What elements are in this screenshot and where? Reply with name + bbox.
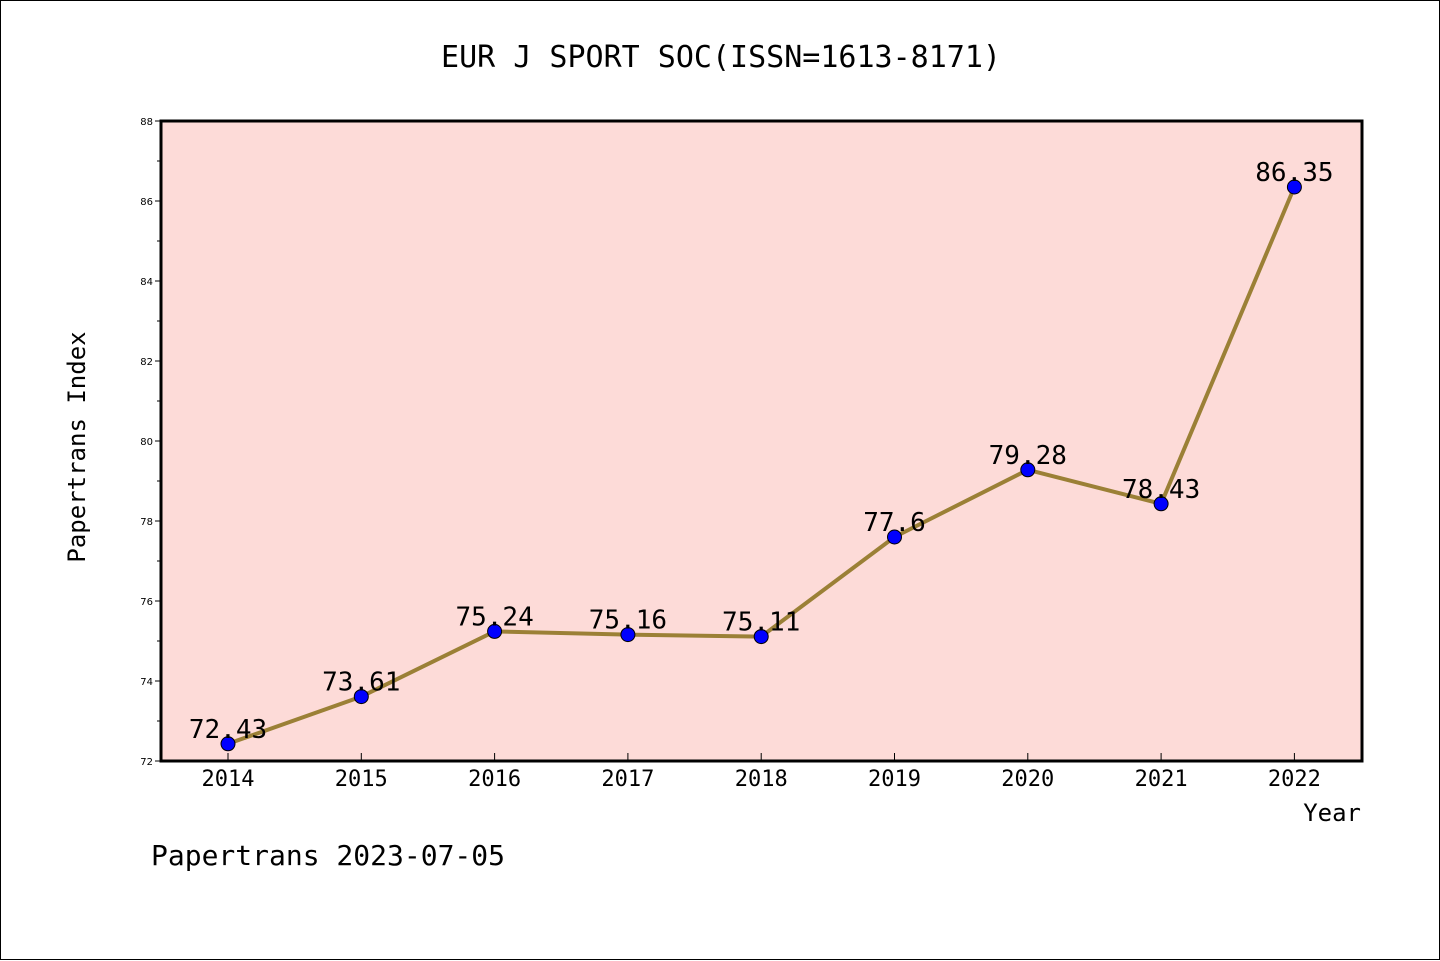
data-label: 86.35 bbox=[1255, 158, 1333, 188]
data-label: 75.24 bbox=[455, 602, 533, 632]
data-point bbox=[220, 736, 236, 752]
y-tick-label: 72 bbox=[140, 757, 153, 768]
x-tick-label: 2019 bbox=[868, 767, 921, 792]
data-point bbox=[353, 689, 369, 705]
y-axis: 72 74 76 78 80 82 84 86 88 bbox=[140, 117, 161, 768]
data-label: 75.11 bbox=[722, 608, 800, 638]
x-tick-label: 2022 bbox=[1268, 767, 1321, 792]
x-axis-label: Year bbox=[1303, 799, 1361, 827]
data-point bbox=[887, 529, 902, 545]
y-tick-label: 86 bbox=[140, 197, 153, 208]
y-tick-label: 74 bbox=[140, 677, 153, 688]
chart-title: EUR J SPORT SOC(ISSN=1613-8171) bbox=[441, 40, 1001, 75]
y-tick-label: 82 bbox=[140, 357, 153, 368]
data-point bbox=[753, 629, 769, 645]
y-tick-label: 80 bbox=[140, 437, 153, 448]
footer-text: Papertrans 2023-07-05 bbox=[151, 839, 505, 872]
data-label: 79.28 bbox=[989, 441, 1067, 471]
data-point bbox=[1286, 179, 1302, 195]
x-tick-label: 2014 bbox=[202, 767, 255, 792]
x-tick-label: 2016 bbox=[468, 767, 521, 792]
plot-border bbox=[159, 119, 1364, 763]
y-tick-label: 76 bbox=[140, 597, 153, 608]
data-point bbox=[1020, 462, 1036, 478]
x-axis: 2014 2015 2016 2017 2018 2019 2020 2021 2022 bbox=[202, 753, 1321, 792]
data-point bbox=[487, 623, 503, 639]
x-tick-label: 2018 bbox=[735, 767, 788, 792]
y-axis-label: Papertrans Index bbox=[63, 331, 91, 562]
x-tick-label: 2017 bbox=[601, 767, 654, 792]
data-label: 78.43 bbox=[1122, 475, 1200, 505]
data-label: 72.43 bbox=[189, 715, 267, 745]
x-tick-label: 2020 bbox=[1001, 767, 1054, 792]
data-label: 73.61 bbox=[322, 668, 400, 698]
y-tick-label: 78 bbox=[140, 517, 153, 528]
data-point bbox=[620, 627, 636, 643]
data-label: 75.16 bbox=[589, 606, 667, 636]
data-point bbox=[1153, 496, 1169, 512]
data-label: 77.6 bbox=[863, 508, 926, 538]
data-markers bbox=[220, 179, 1302, 752]
y-tick-label: 88 bbox=[140, 117, 153, 128]
plot-area bbox=[161, 121, 1362, 761]
data-labels: 72.43 73.61 75.24 75.16 75.11 77.6 79.28 78.43 8… bbox=[189, 158, 1334, 745]
x-tick-label: 2021 bbox=[1135, 767, 1188, 792]
x-tick-label: 2015 bbox=[335, 767, 388, 792]
y-tick-label: 84 bbox=[140, 277, 153, 288]
